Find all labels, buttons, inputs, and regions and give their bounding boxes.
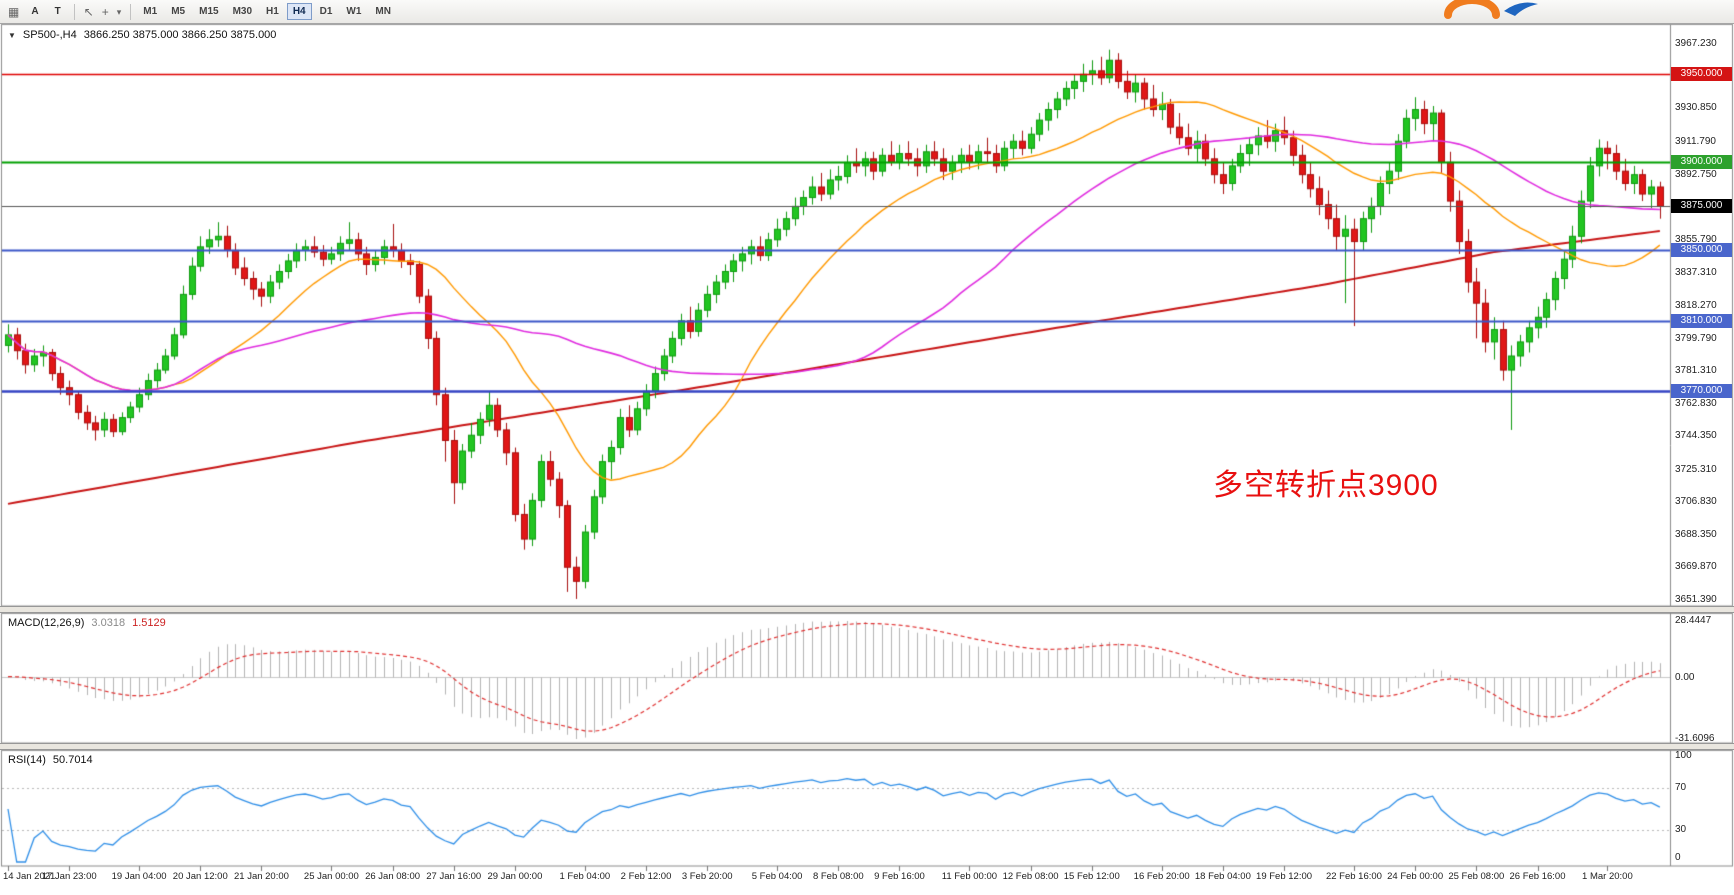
- collapse-ohlc-icon[interactable]: ▼: [8, 31, 16, 40]
- crosshair-icon[interactable]: +: [101, 4, 109, 19]
- chart-annotation-text: 多空转折点3900: [1213, 469, 1439, 502]
- time-scale[interactable]: [0, 866, 1671, 895]
- timeframe-button-h1[interactable]: H1: [260, 3, 285, 20]
- macd-signal-value: 1.5129: [132, 617, 166, 629]
- timeframe-button-mn[interactable]: MN: [369, 3, 397, 20]
- toolbar-separator: [73, 3, 75, 20]
- window-grid-icon[interactable]: ▦: [8, 4, 20, 19]
- arrow-tool-button[interactable]: A: [24, 3, 45, 20]
- price-scale[interactable]: [1671, 25, 1734, 866]
- macd-label: MACD(12,26,9): [8, 617, 85, 629]
- rsi-indicator-title: RSI(14) 50.7014: [8, 754, 93, 766]
- broker-logo: [1444, 0, 1538, 19]
- text-tool-button[interactable]: T: [48, 3, 68, 20]
- panel-resizer-macd[interactable]: [0, 606, 1734, 613]
- rsi-value: 50.7014: [52, 754, 93, 766]
- timeframe-button-h4[interactable]: H4: [286, 3, 312, 20]
- chart-title: ▼ SP500-,H4 3866.250 3875.000 3866.250 3…: [8, 29, 276, 43]
- timeframe-button-d1[interactable]: D1: [314, 3, 339, 20]
- timeframe-button-m30[interactable]: M30: [227, 3, 258, 20]
- timeframe-button-group: M1 M5 M15 M30 H1 H4 D1 W1 MN: [136, 3, 398, 20]
- macd-indicator-title: MACD(12,26,9) 3.0318 1.5129: [8, 617, 166, 629]
- chart-symbol-timeframe: SP500-,H4: [22, 29, 77, 41]
- timeframe-button-m5[interactable]: M5: [165, 3, 191, 20]
- broker-logo-arc-icon: [1444, 0, 1500, 19]
- broker-logo-swoosh-icon: [1504, 2, 1538, 16]
- timeframe-button-w1[interactable]: W1: [340, 3, 367, 20]
- panel-resizer-rsi[interactable]: [0, 743, 1734, 750]
- pointer-icon[interactable]: ↖: [83, 4, 94, 19]
- timeframe-button-m15[interactable]: M15: [193, 3, 224, 20]
- rsi-label: RSI(14): [8, 754, 46, 766]
- chevron-down-icon[interactable]: ▾: [116, 6, 122, 17]
- timeframe-button-m1[interactable]: M1: [137, 3, 163, 20]
- toolbar-separator: [130, 3, 132, 20]
- chart-ohlc-values: 3866.250 3875.000 3866.250 3875.000: [83, 29, 277, 41]
- macd-main-value: 3.0318: [91, 617, 126, 629]
